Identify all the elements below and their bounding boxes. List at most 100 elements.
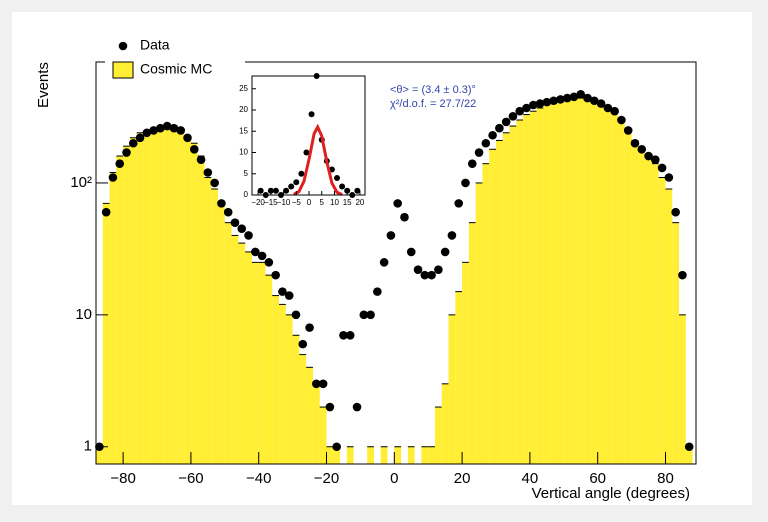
data-point bbox=[596, 99, 606, 108]
data-point bbox=[217, 199, 226, 208]
axes-frame bbox=[95, 61, 697, 465]
y-tick-label: 20 bbox=[239, 105, 248, 114]
data-point bbox=[251, 247, 260, 257]
bar bbox=[584, 99, 591, 465]
data-point bbox=[495, 123, 504, 133]
data-point bbox=[576, 90, 586, 99]
axes-frame bbox=[251, 75, 366, 196]
data-point bbox=[420, 270, 430, 280]
x-tick-label: −20 bbox=[251, 198, 265, 207]
data-point bbox=[115, 159, 125, 168]
data-point bbox=[373, 287, 382, 296]
y-tick-label: 0 bbox=[244, 190, 249, 199]
bar bbox=[618, 120, 625, 464]
y-tick-label: 10 bbox=[75, 306, 92, 323]
bar bbox=[577, 98, 585, 465]
inset-point bbox=[298, 170, 305, 177]
bar bbox=[597, 103, 605, 465]
bar bbox=[123, 146, 130, 464]
bar bbox=[251, 262, 259, 464]
y-tick-label: 15 bbox=[239, 126, 248, 135]
data-point bbox=[244, 231, 253, 240]
y-tick-label: 10² bbox=[70, 174, 92, 191]
data-point bbox=[678, 270, 687, 280]
bar bbox=[489, 149, 496, 464]
data-point bbox=[461, 178, 470, 188]
bar bbox=[482, 163, 490, 464]
bar bbox=[658, 177, 666, 464]
data-point bbox=[176, 126, 186, 135]
data-point bbox=[454, 199, 464, 208]
data-point bbox=[305, 323, 314, 332]
bar bbox=[285, 314, 293, 464]
bar bbox=[367, 446, 374, 464]
data-point bbox=[657, 163, 667, 173]
data-point bbox=[440, 247, 450, 257]
data-point bbox=[345, 330, 355, 340]
bar bbox=[204, 177, 212, 464]
inset-point bbox=[334, 175, 341, 181]
bar bbox=[638, 149, 646, 464]
annotation: χ²/d.o.f. = 27.7/22 bbox=[390, 98, 476, 110]
data-point bbox=[237, 224, 247, 233]
data-point bbox=[508, 112, 518, 121]
inset-point bbox=[257, 187, 264, 194]
data-point bbox=[190, 144, 199, 154]
data-point bbox=[203, 168, 213, 177]
bar bbox=[496, 140, 503, 464]
bar bbox=[509, 126, 517, 465]
bar bbox=[468, 222, 476, 464]
data-point bbox=[393, 199, 402, 208]
data-point bbox=[264, 258, 274, 267]
data-point bbox=[623, 126, 633, 135]
x-tick-label: −10 bbox=[277, 198, 291, 207]
bar bbox=[143, 130, 151, 464]
inset-point bbox=[354, 187, 361, 194]
data-point bbox=[562, 93, 572, 103]
data-point bbox=[325, 402, 335, 412]
data-point bbox=[413, 265, 423, 274]
x-tick-label: 15 bbox=[343, 198, 352, 207]
x-tick-label: −20 bbox=[314, 470, 339, 487]
x-tick-label: 60 bbox=[589, 470, 606, 487]
bar bbox=[462, 262, 469, 464]
bar bbox=[224, 222, 232, 464]
data-point bbox=[488, 130, 497, 140]
data-point bbox=[196, 155, 206, 165]
bar bbox=[190, 143, 198, 465]
data-point bbox=[542, 97, 552, 107]
data-point bbox=[318, 379, 328, 389]
inset-point bbox=[303, 149, 310, 156]
x-tick-label: 20 bbox=[355, 198, 364, 207]
data-point bbox=[169, 123, 179, 133]
data-point bbox=[569, 92, 579, 102]
data-point bbox=[406, 247, 416, 257]
bar bbox=[109, 172, 117, 464]
bar bbox=[333, 446, 341, 464]
data-point bbox=[434, 265, 443, 274]
inset-bg bbox=[252, 76, 365, 195]
bar bbox=[170, 130, 178, 464]
data-point bbox=[149, 126, 158, 135]
legend-marker bbox=[112, 61, 134, 79]
bar bbox=[245, 251, 252, 464]
data-point bbox=[684, 442, 694, 452]
bar bbox=[631, 140, 639, 464]
x-tick-label: 5 bbox=[320, 198, 325, 207]
data-point bbox=[603, 103, 613, 113]
bar bbox=[672, 222, 680, 464]
data-point bbox=[156, 123, 165, 133]
data-point bbox=[427, 270, 436, 280]
data-point bbox=[312, 379, 321, 389]
bar bbox=[557, 102, 564, 464]
inset-point bbox=[293, 179, 300, 186]
bar bbox=[96, 446, 103, 464]
bar bbox=[665, 188, 673, 464]
bar bbox=[543, 104, 551, 464]
bar bbox=[265, 275, 273, 464]
bar bbox=[279, 304, 286, 464]
data-point bbox=[210, 178, 219, 188]
y-tick-label: 25 bbox=[239, 84, 248, 93]
data-point bbox=[474, 148, 484, 157]
